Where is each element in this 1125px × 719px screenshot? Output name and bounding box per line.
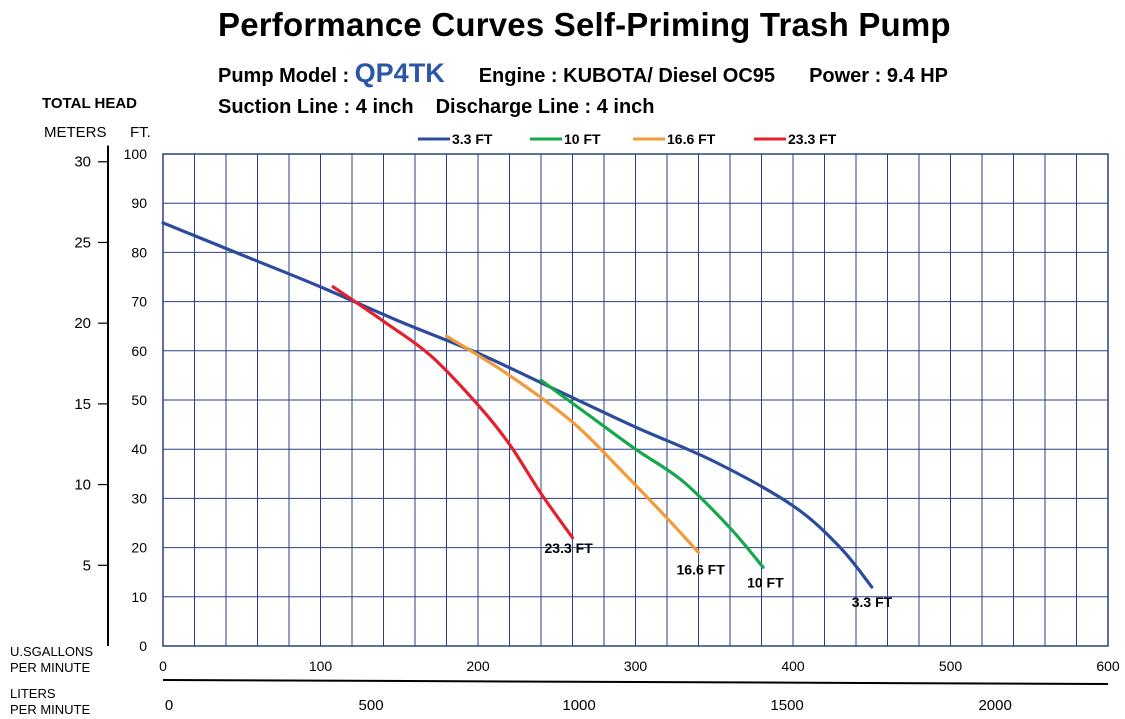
legend-label: 10 FT: [564, 131, 601, 147]
engine-info: Engine : KUBOTA/ Diesel OC95: [478, 65, 776, 87]
liters-tick-label: 0: [165, 697, 173, 714]
gpm-tick-label: 0: [159, 658, 167, 674]
feet-tick-label: 40: [131, 441, 147, 457]
line-info: Suction Line : 4 inch Discharge Line : 4 …: [218, 96, 655, 119]
meters-tick-label: 30: [74, 154, 91, 171]
usgal-label-line2: PER MINUTE: [10, 660, 91, 675]
gpm-tick-label: 500: [939, 658, 963, 674]
series-end-label: 3.3 FT: [852, 594, 893, 610]
series-line: [331, 285, 575, 540]
meters-tick-label: 25: [74, 234, 91, 251]
suction-info: Suction Line : 4 inch: [218, 96, 414, 118]
liters-axis-line: [162, 679, 1109, 685]
meters-tick-label: 5: [83, 557, 91, 574]
liters-tick-label: 500: [359, 697, 384, 714]
plot-frame: [162, 153, 1109, 647]
liters-tick-label: 1000: [562, 697, 595, 714]
feet-tick-label: 20: [131, 540, 147, 556]
meters-tick-label: 10: [74, 477, 91, 494]
total-head-label: TOTAL HEAD: [42, 95, 138, 112]
feet-tick-label: 80: [131, 244, 147, 260]
gpm-tick-label: 300: [624, 658, 648, 674]
feet-tick-label: 0: [139, 638, 147, 654]
model-label: Pump Model :: [218, 65, 355, 87]
power-info: Power : 9.4 HP: [809, 65, 948, 87]
series-layer: 3.3 FT 10 FT 16.6 FT 23.3 FT: [161, 221, 893, 610]
feet-tick-label: 60: [131, 343, 147, 359]
series-line: [161, 221, 874, 589]
feet-tick-label: 70: [131, 294, 147, 310]
legend-label: 3.3 FT: [452, 131, 493, 147]
liters-tick-label: 2000: [978, 697, 1011, 714]
gpm-tick-label: 600: [1096, 658, 1120, 674]
feet-tick-label: 30: [131, 490, 147, 506]
series-end-label: 16.6 FT: [677, 562, 726, 578]
feet-unit-label: FT.: [130, 124, 151, 141]
meters-tick-label: 20: [74, 315, 91, 332]
legend: 3.3 FT 10 FT 16.6 FT 23.3 FT: [418, 131, 837, 147]
chart-title: Performance Curves Self-Priming Trash Pu…: [218, 6, 951, 43]
series-end-label: 23.3 FT: [545, 540, 594, 556]
usgal-axis-label: U.SGALLONS PER MINUTE: [10, 644, 93, 676]
gpm-tick-label: 400: [781, 658, 805, 674]
gpm-tick-label: 200: [466, 658, 490, 674]
liters-tick-label: 1500: [770, 697, 803, 714]
liters-label-line2: PER MINUTE: [10, 702, 91, 717]
gpm-tick-label: 100: [309, 658, 333, 674]
series-line: [539, 378, 765, 569]
feet-tick-label: 90: [131, 195, 147, 211]
legend-label: 23.3 FT: [788, 131, 837, 147]
series-line: [444, 334, 701, 555]
meters-tick-label: 15: [74, 396, 91, 413]
pump-info-line: Pump Model : QP4TK Engine : KUBOTA/ Diese…: [218, 58, 948, 89]
feet-tick-label: 10: [131, 589, 147, 605]
usgal-label-line1: U.SGALLONS: [10, 644, 94, 659]
feet-tick-label: 100: [124, 146, 148, 162]
feet-tick-label: 50: [131, 392, 147, 408]
grid-layer: [162, 153, 1109, 647]
model-value: QP4TK: [354, 58, 445, 88]
liters-label-line1: LITERS: [10, 686, 56, 701]
series-end-label: 10 FT: [747, 574, 784, 590]
liters-axis-label: LITERS PER MINUTE: [10, 686, 90, 718]
discharge-info: Discharge Line : 4 inch: [435, 96, 655, 118]
legend-label: 16.6 FT: [667, 131, 716, 147]
meters-unit-label: METERS: [44, 124, 107, 141]
